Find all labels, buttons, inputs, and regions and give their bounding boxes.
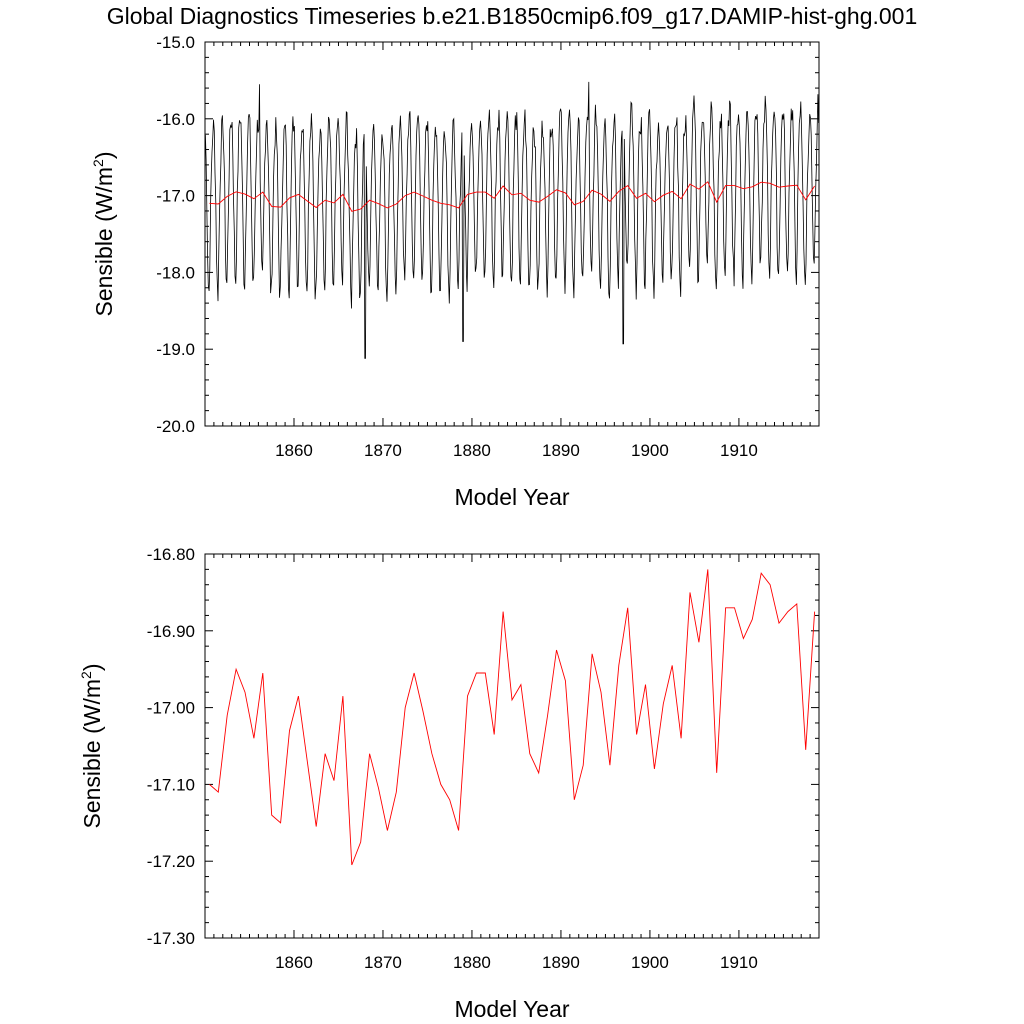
- top-y-tick-label: -18.0: [156, 263, 195, 282]
- top-ticks: 1860 1870 1880 1890 1900 1910 -20.0 -19.0 -18.0 -…: [156, 33, 820, 460]
- bottom-y-tick-label: -16.80: [147, 545, 195, 564]
- bottom-panel: 1860 1870 1880 1890 1900 1910 -17.30 -17.20 -17.…: [78, 545, 820, 1022]
- top-x-tick-label: 1890: [542, 441, 580, 460]
- bottom-x-tick-label: 1860: [275, 953, 313, 972]
- top-x-tick-label: 1860: [275, 441, 313, 460]
- top-y-tick-label: -19.0: [156, 340, 195, 359]
- bottom-x-tick-label: 1900: [631, 953, 669, 972]
- bottom-y-tick-label: -17.20: [147, 852, 195, 871]
- top-y-tick-label: -16.0: [156, 110, 195, 129]
- top-x-tick-label: 1910: [720, 441, 758, 460]
- top-plot-frame: [204, 41, 820, 427]
- bottom-y-axis-label: Sensible (W/m2): [78, 663, 105, 828]
- top-x-tick-label: 1870: [364, 441, 402, 460]
- bottom-x-tick-label: 1910: [720, 953, 758, 972]
- monthly-series-line: [205, 81, 819, 359]
- top-series: [205, 81, 819, 359]
- bottom-y-tick-label: -16.90: [147, 622, 195, 641]
- top-x-axis-label: Model Year: [454, 484, 569, 510]
- annual-series-line: [209, 569, 816, 866]
- top-x-tick-label: 1880: [453, 441, 491, 460]
- top-x-tick-label: 1900: [631, 441, 669, 460]
- bottom-plot-frame: [204, 553, 820, 939]
- bottom-x-axis-label: Model Year: [454, 996, 569, 1022]
- bottom-x-tick-label: 1890: [542, 953, 580, 972]
- top-y-tick-label: -20.0: [156, 417, 195, 436]
- bottom-series: [209, 569, 816, 866]
- top-y-tick-label: -15.0: [156, 33, 195, 52]
- top-panel: 1860 1870 1880 1890 1900 1910 -20.0 -19.0 -18.0 -…: [90, 33, 820, 510]
- top-y-tick-label: -17.0: [156, 187, 195, 206]
- bottom-y-tick-label: -17.10: [147, 775, 195, 794]
- bottom-x-tick-label: 1880: [453, 953, 491, 972]
- bottom-y-tick-label: -17.00: [147, 699, 195, 718]
- bottom-x-tick-label: 1870: [364, 953, 402, 972]
- chart-title: Global Diagnostics Timeseries b.e21.B185…: [107, 3, 918, 29]
- bottom-y-tick-label: -17.30: [147, 929, 195, 948]
- annual-series-line: [209, 181, 815, 212]
- bottom-ticks: 1860 1870 1880 1890 1900 1910 -17.30 -17.20 -17.…: [147, 545, 820, 972]
- top-y-axis-label: Sensible (W/m2): [90, 151, 117, 316]
